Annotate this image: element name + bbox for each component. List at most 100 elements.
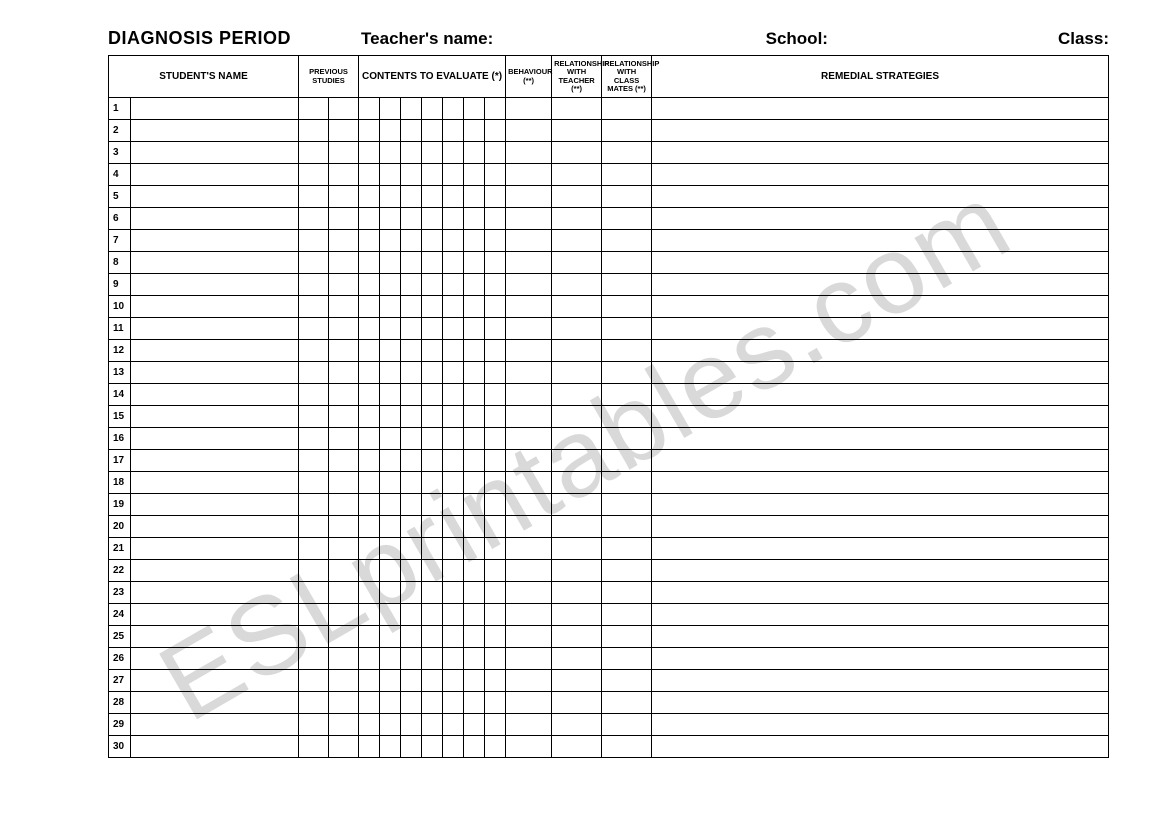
table-cell [602, 428, 652, 450]
table-cell [299, 736, 329, 758]
table-cell [506, 494, 552, 516]
table-cell [359, 208, 380, 230]
table-cell [380, 274, 401, 296]
table-cell [602, 208, 652, 230]
table-cell [602, 230, 652, 252]
table-cell [443, 406, 464, 428]
table-cell [602, 450, 652, 472]
table-cell [299, 494, 329, 516]
table-cell [464, 296, 485, 318]
table-cell [131, 626, 299, 648]
table-cell [443, 318, 464, 340]
table-cell [506, 164, 552, 186]
table-cell [485, 736, 506, 758]
table-row: 27 [109, 670, 1109, 692]
table-cell [401, 560, 422, 582]
table-cell [401, 538, 422, 560]
table-cell [602, 582, 652, 604]
table-cell [485, 472, 506, 494]
table-cell [443, 692, 464, 714]
table-cell [506, 648, 552, 670]
table-cell [299, 560, 329, 582]
table-cell [443, 472, 464, 494]
table-cell [443, 538, 464, 560]
table-cell [506, 604, 552, 626]
table-cell [552, 582, 602, 604]
table-row: 28 [109, 692, 1109, 714]
table-cell [464, 252, 485, 274]
table-row: 7 [109, 230, 1109, 252]
table-cell [359, 318, 380, 340]
table-cell [329, 208, 359, 230]
table-row: 5 [109, 186, 1109, 208]
table-cell [380, 406, 401, 428]
row-number-cell: 14 [109, 384, 131, 406]
table-cell [422, 362, 443, 384]
table-cell [131, 208, 299, 230]
table-cell [131, 736, 299, 758]
table-cell [359, 428, 380, 450]
table-cell [422, 274, 443, 296]
table-cell [464, 406, 485, 428]
table-cell [131, 142, 299, 164]
table-cell [652, 714, 1109, 736]
table-cell [552, 296, 602, 318]
col-contents: CONTENTS TO EVALUATE (*) [359, 56, 506, 98]
row-number-cell: 1 [109, 98, 131, 120]
table-row: 17 [109, 450, 1109, 472]
table-cell [380, 384, 401, 406]
table-cell [464, 472, 485, 494]
table-cell [380, 736, 401, 758]
table-cell [552, 406, 602, 428]
table-cell [652, 384, 1109, 406]
table-cell [422, 648, 443, 670]
table-cell [299, 186, 329, 208]
table-cell [329, 626, 359, 648]
table-cell [506, 516, 552, 538]
table-cell [422, 450, 443, 472]
table-row: 30 [109, 736, 1109, 758]
table-cell [131, 406, 299, 428]
table-cell [422, 494, 443, 516]
table-cell [329, 406, 359, 428]
table-cell [485, 318, 506, 340]
table-cell [506, 406, 552, 428]
table-cell [380, 450, 401, 472]
table-cell [380, 252, 401, 274]
table-cell [485, 98, 506, 120]
col-previous-studies: PREVIOUS STUDIES [299, 56, 359, 98]
table-cell [299, 428, 329, 450]
table-cell [552, 252, 602, 274]
table-cell [329, 516, 359, 538]
table-cell [602, 648, 652, 670]
diagnosis-table: STUDENT'S NAME PREVIOUS STUDIES CONTENTS… [108, 55, 1109, 758]
table-cell [552, 516, 602, 538]
table-cell [464, 120, 485, 142]
row-number-cell: 26 [109, 648, 131, 670]
table-cell [422, 164, 443, 186]
table-cell [359, 516, 380, 538]
table-cell [602, 736, 652, 758]
table-cell [380, 648, 401, 670]
table-cell [602, 318, 652, 340]
table-row: 19 [109, 494, 1109, 516]
table-cell [485, 516, 506, 538]
table-cell [506, 120, 552, 142]
table-cell [359, 362, 380, 384]
table-cell [359, 714, 380, 736]
table-cell [329, 692, 359, 714]
table-cell [401, 296, 422, 318]
table-cell [380, 98, 401, 120]
row-number-cell: 20 [109, 516, 131, 538]
table-cell [652, 142, 1109, 164]
table-cell [552, 274, 602, 296]
table-cell [485, 384, 506, 406]
table-cell [652, 406, 1109, 428]
table-cell [652, 428, 1109, 450]
table-row: 25 [109, 626, 1109, 648]
table-cell [552, 714, 602, 736]
table-cell [380, 362, 401, 384]
table-cell [329, 648, 359, 670]
table-cell [299, 230, 329, 252]
table-cell [329, 362, 359, 384]
